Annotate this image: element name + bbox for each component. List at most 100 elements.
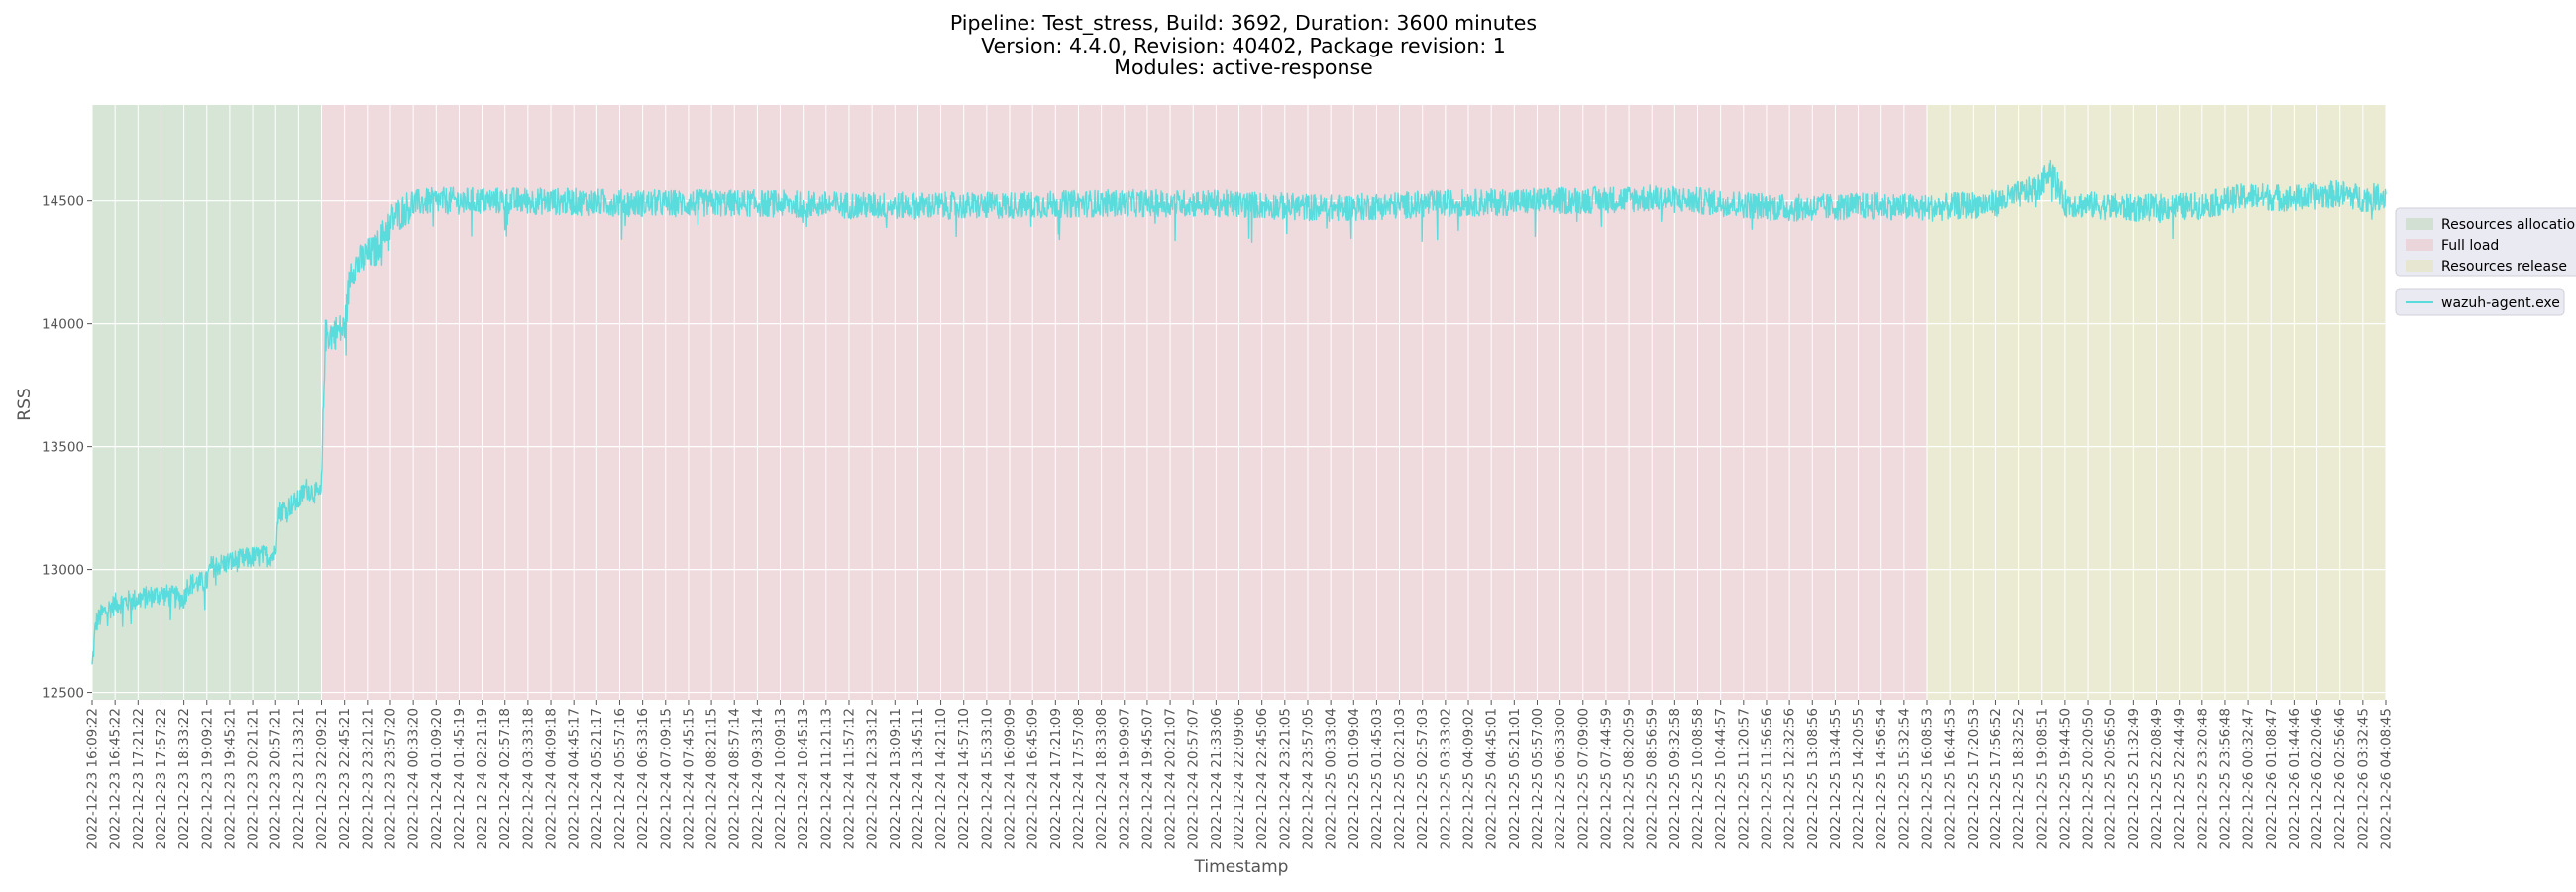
x-tick-label: 2022-12-24 15:33:10	[979, 708, 995, 849]
x-tick-label: 2022-12-25 16:44:53	[1943, 708, 1959, 849]
legend: Resources allocation Full load Resources r…	[2395, 207, 2576, 316]
x-tick-label: 2022-12-24 01:45:19	[452, 708, 468, 849]
legend-label: Resources release	[2441, 259, 2567, 275]
x-tick-label: 2022-12-25 19:08:51	[2034, 708, 2050, 849]
x-tick-label: 2022-12-24 16:09:09	[1003, 708, 1019, 849]
x-axis-ticks: 2022-12-23 16:09:22 2022-12-23 16:45:22 20…	[85, 700, 2395, 849]
x-tick-label: 2022-12-26 02:20:46	[2309, 708, 2325, 849]
y-axis-label: RSS	[15, 388, 35, 420]
x-tick-label: 2022-12-25 03:33:02	[1438, 708, 1453, 849]
x-tick-label: 2022-12-23 21:33:21	[291, 708, 307, 849]
x-tick-label: 2022-12-24 14:57:10	[956, 708, 972, 849]
x-tick-label: 2022-12-25 23:20:48	[2195, 708, 2210, 849]
x-tick-label: 2022-12-23 17:21:22	[131, 708, 147, 849]
x-tick-label: 2022-12-24 11:21:13	[818, 708, 834, 849]
x-tick-label: 2022-12-24 14:21:10	[933, 708, 949, 849]
x-tick-label: 2022-12-24 20:21:07	[1163, 708, 1179, 849]
legend-label: Resources allocation	[2441, 217, 2576, 233]
x-tick-label: 2022-12-24 04:09:18	[544, 708, 560, 849]
x-tick-label: 2022-12-24 05:57:16	[612, 708, 628, 849]
x-tick-label: 2022-12-25 20:56:50	[2103, 708, 2119, 849]
series-layer	[91, 159, 2387, 665]
x-tick-label: 2022-12-25 08:20:59	[1622, 708, 1638, 849]
x-tick-label: 2022-12-25 02:21:03	[1392, 708, 1408, 849]
x-tick-label: 2022-12-24 23:57:05	[1300, 708, 1316, 849]
x-tick-label: 2022-12-23 19:45:21	[222, 708, 238, 849]
x-tick-label: 2022-12-25 17:56:52	[1988, 708, 2004, 849]
x-tick-label: 2022-12-24 12:33:12	[865, 708, 881, 849]
x-tick-label: 2022-12-24 17:57:08	[1071, 708, 1087, 849]
title-line: Pipeline: Test_stress, Build: 3692, Dura…	[950, 11, 1537, 36]
x-tick-label: 2022-12-24 22:09:06	[1232, 708, 1247, 849]
x-tick-label: 2022-12-24 13:45:11	[911, 708, 926, 849]
y-tick-label: 14500	[42, 194, 84, 210]
x-tick-label: 2022-12-23 19:09:21	[199, 708, 215, 849]
x-tick-label: 2022-12-25 00:33:04	[1324, 708, 1340, 849]
x-tick-label: 2022-12-23 22:09:21	[314, 708, 330, 849]
x-tick-label: 2022-12-26 04:08:45	[2379, 708, 2395, 849]
y-tick-label: 14000	[42, 317, 84, 333]
x-tick-label: 2022-12-24 04:45:17	[567, 708, 583, 849]
series-line	[91, 159, 2387, 665]
x-tick-label: 2022-12-25 11:56:56	[1759, 708, 1774, 849]
x-tick-label: 2022-12-23 20:57:21	[268, 708, 284, 849]
x-tick-label: 2022-12-23 16:45:22	[108, 708, 124, 849]
x-tick-label: 2022-12-25 08:56:59	[1645, 708, 1661, 849]
x-tick-label: 2022-12-25 07:44:59	[1598, 708, 1614, 849]
x-tick-label: 2022-12-23 18:33:22	[176, 708, 192, 849]
x-tick-label: 2022-12-25 22:44:49	[2172, 708, 2188, 849]
x-tick-label: 2022-12-24 17:21:09	[1048, 708, 1064, 849]
legend-swatch	[2406, 239, 2433, 251]
legend-label: Full load	[2441, 238, 2499, 254]
x-tick-label: 2022-12-24 09:33:14	[750, 708, 766, 849]
x-tick-label: 2022-12-24 13:09:11	[888, 708, 904, 849]
x-tick-label: 2022-12-25 20:20:50	[2081, 708, 2096, 849]
legend-series-label: wazuh-agent.exe	[2441, 295, 2560, 311]
x-tick-label: 2022-12-25 13:44:55	[1828, 708, 1844, 849]
x-tick-label: 2022-12-25 01:09:04	[1346, 708, 1362, 849]
x-tick-label: 2022-12-26 00:32:47	[2241, 708, 2257, 849]
x-tick-label: 2022-12-24 10:45:13	[796, 708, 811, 849]
x-tick-label: 2022-12-25 05:57:00	[1530, 708, 1546, 849]
x-tick-label: 2022-12-25 07:09:00	[1575, 708, 1591, 849]
x-tick-label: 2022-12-26 03:32:45	[2355, 708, 2371, 849]
x-tick-label: 2022-12-25 16:08:53	[1920, 708, 1936, 849]
x-tick-label: 2022-12-24 22:45:06	[1254, 708, 1270, 849]
x-tick-label: 2022-12-25 15:32:54	[1896, 708, 1912, 849]
x-tick-label: 2022-12-25 17:20:53	[1966, 708, 1982, 849]
x-tick-label: 2022-12-24 20:57:07	[1186, 708, 1202, 849]
x-tick-label: 2022-12-23 22:45:21	[337, 708, 353, 849]
x-tick-label: 2022-12-25 19:44:50	[2057, 708, 2073, 849]
x-tick-label: 2022-12-25 05:21:01	[1507, 708, 1523, 849]
legend-phase-box	[2395, 207, 2576, 277]
x-tick-label: 2022-12-24 02:57:18	[497, 708, 513, 849]
legend-swatch	[2406, 260, 2433, 272]
legend-swatch	[2406, 218, 2433, 230]
x-tick-label: 2022-12-25 09:32:58	[1667, 708, 1683, 849]
legend-series-box	[2395, 288, 2565, 316]
x-tick-label: 2022-12-25 10:44:57	[1713, 708, 1729, 849]
x-tick-label: 2022-12-23 20:21:21	[246, 708, 262, 849]
x-tick-label: 2022-12-25 23:56:48	[2217, 708, 2233, 849]
x-tick-label: 2022-12-23 16:09:22	[85, 708, 101, 849]
x-tick-label: 2022-12-25 22:08:49	[2149, 708, 2165, 849]
y-tick-label: 13000	[42, 563, 84, 579]
x-tick-label: 2022-12-23 17:57:22	[154, 708, 169, 849]
x-tick-label: 2022-12-25 10:08:58	[1690, 708, 1706, 849]
x-tick-label: 2022-12-24 08:21:15	[704, 708, 720, 849]
chart-title: Pipeline: Test_stress, Build: 3692, Dura…	[950, 11, 1537, 79]
x-tick-label: 2022-12-24 11:57:12	[841, 708, 857, 849]
x-tick-label: 2022-12-24 07:09:15	[658, 708, 674, 849]
y-tick-label: 13500	[42, 440, 84, 456]
x-tick-label: 2022-12-26 02:56:46	[2332, 708, 2348, 849]
x-tick-label: 2022-12-24 07:45:15	[681, 708, 697, 849]
x-tick-label: 2022-12-24 02:21:19	[475, 708, 490, 849]
x-tick-label: 2022-12-24 06:33:16	[635, 708, 651, 849]
x-tick-label: 2022-12-25 04:45:01	[1484, 708, 1500, 849]
x-tick-label: 2022-12-25 12:32:56	[1782, 708, 1798, 849]
x-tick-label: 2022-12-25 06:33:00	[1553, 708, 1568, 849]
x-tick-label: 2022-12-25 02:57:03	[1415, 708, 1431, 849]
x-tick-label: 2022-12-25 14:56:54	[1874, 708, 1889, 849]
x-tick-label: 2022-12-24 08:57:14	[727, 708, 743, 849]
